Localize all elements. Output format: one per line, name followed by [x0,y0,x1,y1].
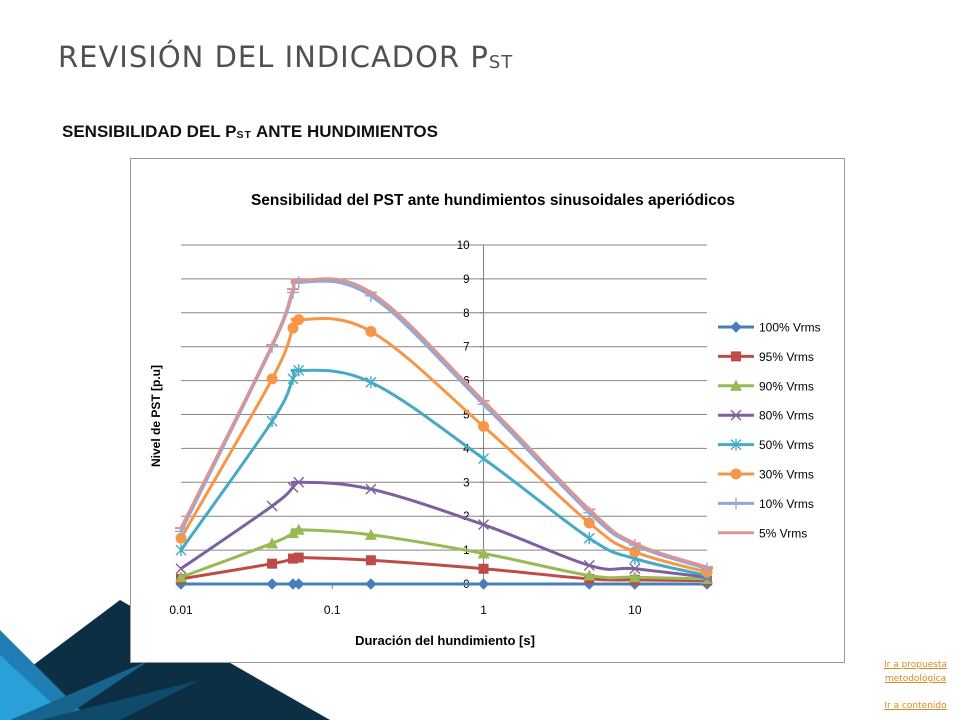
legend-label: 5% Vrms [759,526,807,540]
data-point [266,578,278,590]
legend-item: 100% Vrms [718,321,821,335]
data-point [583,517,595,529]
legend-marker [730,379,742,391]
data-point [701,562,713,575]
x-tick-label: 0.01 [169,603,193,617]
data-point [286,527,299,539]
legend-label: 10% Vrms [759,497,814,511]
y-tick-label: 9 [463,274,469,286]
x-axis-title: Duración del hundimiento [s] [355,633,535,648]
data-point [293,476,305,488]
y-tick-label: 5 [463,410,469,422]
y-tick-label: 3 [463,477,469,489]
chart-container: Sensibilidad del PST ante hundimientos s… [130,158,845,663]
series-80% Vrms [175,476,713,583]
data-point [365,578,377,590]
data-point [365,555,376,566]
series-5% Vrms [175,277,713,569]
legend-label: 80% Vrms [759,409,814,423]
series-line [180,555,708,583]
data-point [175,563,187,575]
series-30% Vrms [175,314,713,578]
series-line [179,316,708,574]
legend-marker [730,468,742,480]
series-line [179,277,708,569]
series-line [180,480,708,579]
data-point [478,519,490,531]
data-point [583,532,595,545]
data-point [292,523,305,535]
chart-svg: Sensibilidad del PST ante hundimientos s… [149,192,821,648]
data-point [478,452,490,465]
data-point [478,420,490,432]
legend-item: 50% Vrms [718,438,814,452]
data-point [583,559,595,571]
chart-title: Sensibilidad del PST ante hundimientos s… [251,192,735,209]
data-point [293,364,305,377]
data-point [287,372,299,385]
slide-subtitle-rest: ANTE HUNDIMIENTOS [251,122,438,141]
data-point [365,483,377,495]
y-tick-label: 7 [463,342,469,354]
legend-item: 95% Vrms [718,350,814,364]
data-point [583,569,596,581]
data-point [293,578,305,590]
navigation-links: Ir a propuesta metodológica Ir a conteni… [878,658,953,713]
data-point [266,373,278,385]
legend-label: 100% Vrms [759,321,821,335]
legend-marker [730,438,742,451]
legend-item: 5% Vrms [718,526,807,540]
legend-label: 95% Vrms [759,350,814,364]
series-10% Vrms [175,276,713,575]
x-tick-label: 0.1 [324,603,341,617]
legend-label: 90% Vrms [759,379,814,393]
legend-item: 10% Vrms [718,497,814,511]
y-axis-title: Nivel de PST [p.u] [149,365,163,467]
x-tick-label: 10 [628,603,642,617]
y-tick-label: 4 [463,443,470,455]
data-point [364,528,377,540]
y-tick-label: 8 [463,308,469,320]
series-line [180,528,708,581]
data-point [267,558,278,569]
slide-subtitle-subscript: ST [236,128,252,141]
data-point [175,544,187,557]
data-point [477,578,490,590]
data-point [629,546,641,558]
slide-title: REVISIÓN DEL INDICADOR PST [58,40,513,74]
slide-subtitle: SENSIBILIDAD DEL PST ANTE HUNDIMIENTOS [62,122,438,142]
legend-label: 50% Vrms [759,438,814,452]
slide-title-subscript: ST [488,51,514,73]
link-proposal[interactable]: Ir a propuesta metodológica [884,660,947,684]
data-point [266,415,278,428]
link-content[interactable]: Ir a contenido [884,701,947,711]
data-point [175,532,187,544]
legend-marker [730,321,742,333]
y-tick-label: 10 [457,240,470,252]
data-point [628,571,641,583]
legend-item: 30% Vrms [718,468,814,482]
data-point [478,563,489,574]
data-point [287,322,299,334]
legend-marker [730,409,742,421]
data-point [175,571,187,583]
data-point [266,500,278,512]
x-tick-label: 1 [480,603,487,617]
data-point [293,314,305,326]
slide-title-text: REVISIÓN DEL INDICADOR P [58,40,489,74]
legend-marker [731,351,741,362]
data-point [266,537,279,549]
data-point [365,325,377,337]
data-point [293,552,304,563]
data-point [365,376,377,389]
series-line [179,279,708,571]
legend-label: 30% Vrms [759,468,814,482]
data-point [629,563,641,575]
data-point [287,553,298,564]
legend-item: 80% Vrms [718,409,814,423]
legend-item: 90% Vrms [718,379,814,393]
data-point [477,547,490,559]
legend-marker [730,497,742,510]
slide-subtitle-text: SENSIBILIDAD DEL P [62,122,237,141]
